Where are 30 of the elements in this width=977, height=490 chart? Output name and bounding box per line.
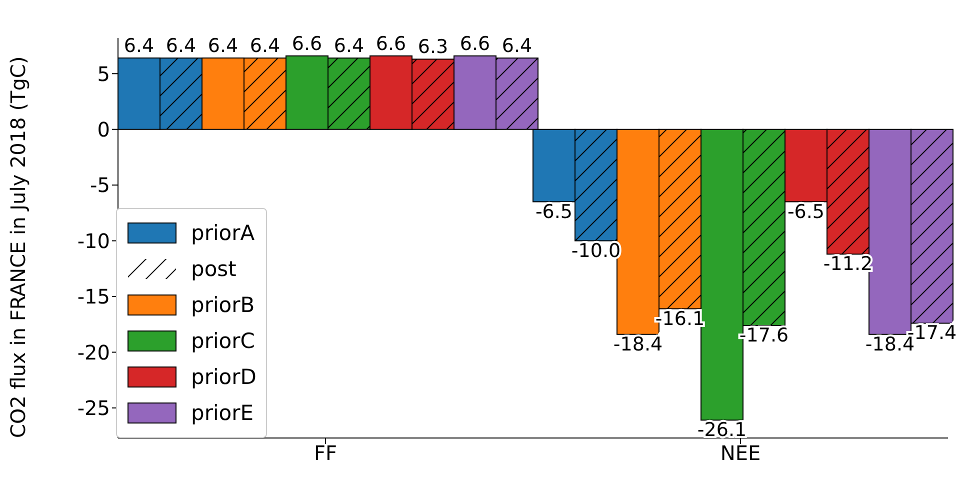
- y-tick-label: 0: [97, 117, 110, 142]
- data-label: 6.6: [460, 32, 490, 55]
- legend-label: priorE: [191, 401, 254, 425]
- y-tick-label: -20: [77, 340, 110, 364]
- data-label: -6.5: [787, 200, 825, 223]
- data-label: 6.6: [292, 32, 322, 55]
- data-label: 6.4: [250, 35, 280, 58]
- y-tick-label: -25: [77, 396, 110, 420]
- y-tick-label: -15: [77, 284, 110, 309]
- legend-label: priorD: [191, 365, 256, 389]
- x-tick-label: NEE: [720, 441, 761, 466]
- data-label: 6.3: [418, 36, 448, 58]
- data-label: -6.5: [535, 200, 573, 223]
- data-label: 6.4: [124, 35, 154, 58]
- data-label: 6.4: [502, 35, 532, 58]
- y-tick-label: -5: [90, 173, 110, 198]
- data-label: 6.6: [376, 32, 406, 55]
- y-axis-title: CO2 flux in FRANCE in July 2018 (TgC): [6, 56, 30, 438]
- annotation: post: [191, 257, 236, 281]
- legend-label: priorC: [191, 329, 255, 353]
- data-label: 6.4: [334, 35, 364, 58]
- x-tick-label: FF: [314, 441, 338, 466]
- y-tick-label: -10: [77, 228, 110, 253]
- data-label: -26.1: [697, 419, 747, 442]
- y-tick-label: 5: [97, 62, 110, 86]
- data-label: 6.4: [166, 35, 196, 58]
- legend-label: priorA: [191, 221, 255, 245]
- data-label: 6.4: [208, 35, 238, 58]
- data-label: -18.4: [613, 333, 663, 356]
- legend-label: priorB: [191, 293, 255, 317]
